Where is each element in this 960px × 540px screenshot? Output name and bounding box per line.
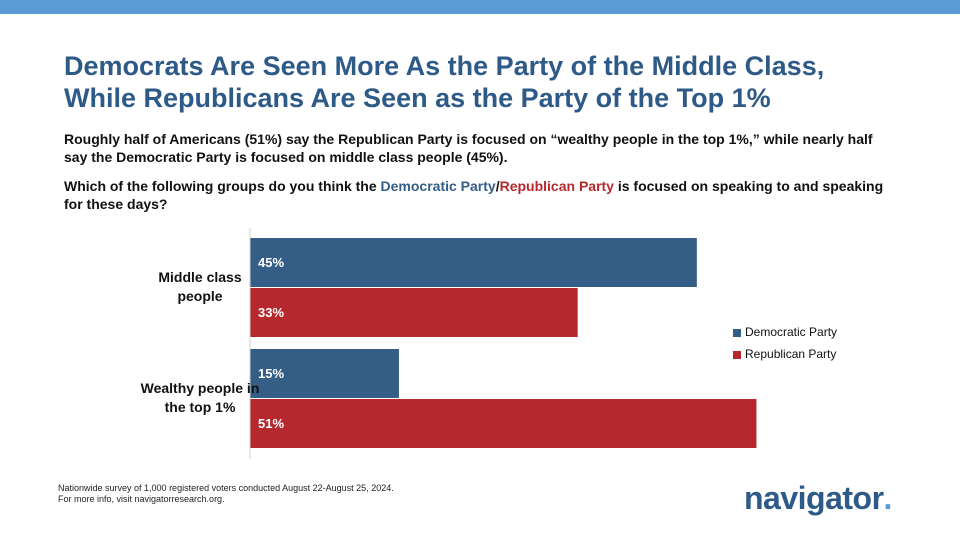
logo-dot: . [883, 480, 893, 516]
legend-swatch [733, 329, 741, 337]
question-rep: Republican Party [499, 178, 614, 194]
top-bar [0, 0, 960, 14]
footnote-line: For more info, visit navigatorresearch.o… [58, 494, 225, 504]
bar [250, 238, 697, 287]
logo-text: navigator [744, 480, 884, 516]
legend-swatch [733, 351, 741, 359]
value-label: 45% [258, 255, 284, 270]
legend-label: Democratic Party [745, 325, 837, 339]
question: Which of the following groups do you thi… [64, 177, 894, 213]
bar [250, 288, 578, 337]
question-dem: Democratic Party [380, 178, 496, 194]
value-label: 33% [258, 305, 284, 320]
category-label: Wealthy people in the top 1% [140, 380, 260, 415]
title-line: While Republicans Are Seen as the Party … [64, 83, 771, 113]
question-sep: / [495, 178, 500, 194]
bar [250, 399, 757, 448]
subtitle: Roughly half of Americans (51%) say the … [64, 131, 873, 165]
value-label: 51% [258, 416, 284, 431]
value-label: 15% [258, 366, 284, 381]
logo: navigator. [744, 480, 892, 517]
question-text: is focused on speaking to and speaking f… [64, 178, 884, 212]
footnote-line: Nationwide survey of 1,000 registered vo… [58, 483, 394, 493]
title-line: Democrats Are Seen More As the Party of … [64, 51, 825, 81]
question-text: Which of the following groups do you thi… [64, 178, 381, 194]
title: Democrats Are Seen More As the Party of … [64, 50, 924, 114]
footnote: Nationwide survey of 1,000 registered vo… [58, 483, 394, 505]
legend-label: Republican Party [745, 347, 836, 361]
category-label: Middle class people [158, 269, 242, 304]
bar [250, 349, 399, 398]
